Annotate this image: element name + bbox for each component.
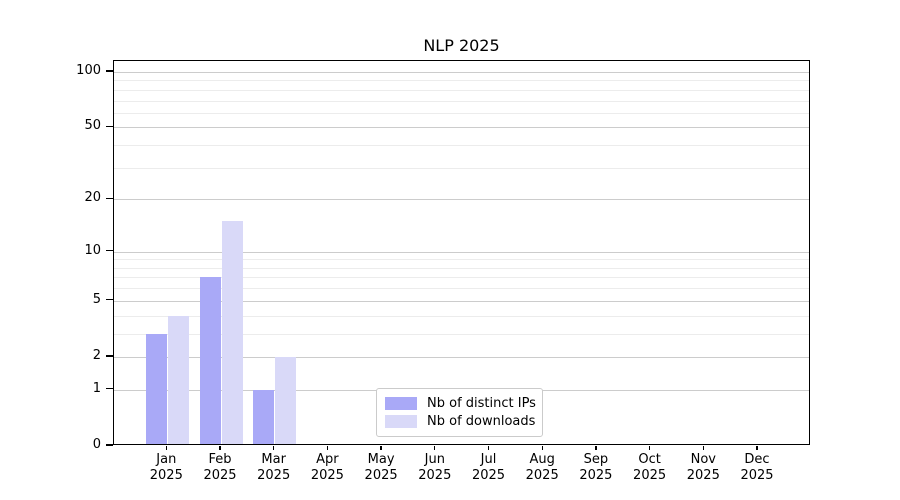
x-tick-mark-sep — [595, 445, 597, 450]
legend-swatch-downloads — [385, 415, 417, 429]
y-tick-mark-1 — [106, 388, 113, 390]
bar-nb-of-distinct-ips-mar — [253, 389, 275, 444]
legend-item: Nb of distinct IPs — [385, 394, 536, 413]
legend-label: Nb of distinct IPs — [427, 395, 536, 411]
x-tick-mark-oct — [648, 445, 651, 450]
y-tick-label-20: 20 — [84, 190, 101, 206]
y-tick-label-100: 100 — [76, 62, 101, 78]
y-gridline-minor-80 — [114, 89, 809, 91]
y-gridline-minor-70 — [114, 100, 809, 102]
y-gridline-50 — [114, 127, 809, 129]
y-tick-label-2: 2 — [92, 347, 101, 363]
x-tick-label-dec: Dec 2025 — [740, 452, 774, 483]
y-tick-mark-50 — [106, 125, 113, 127]
y-tick-label-0: 0 — [92, 437, 101, 452]
x-tick-mark-feb — [219, 445, 221, 450]
y-gridline-10 — [114, 251, 809, 253]
y-gridline-minor-6 — [114, 288, 809, 290]
y-tick-label-1: 1 — [92, 380, 101, 396]
y-tick-mark-100 — [106, 70, 113, 72]
y-gridline-5 — [114, 300, 809, 302]
x-tick-mark-dec — [756, 445, 758, 450]
y-gridline-minor-60 — [114, 112, 809, 114]
y-tick-mark-10 — [106, 249, 113, 252]
x-tick-mark-jul — [487, 445, 490, 450]
plot-area — [113, 60, 810, 445]
y-gridline-minor-7 — [114, 277, 809, 279]
y-tick-label-50: 50 — [84, 118, 101, 134]
bar-nb-of-downloads-jan — [167, 315, 189, 444]
legend: Nb of distinct IPs Nb of downloads — [376, 388, 543, 437]
x-tick-label-sep: Sep 2025 — [579, 452, 613, 483]
x-tick-mark-jun — [434, 445, 436, 450]
y-gridline-minor-40 — [114, 145, 809, 146]
y-tick-label-5: 5 — [92, 291, 101, 307]
y-gridline-minor-90 — [114, 80, 809, 82]
x-tick-label-apr: Apr 2025 — [310, 452, 344, 483]
y-gridline-minor-3 — [114, 333, 809, 335]
x-tick-mark-jan — [165, 445, 167, 450]
chart-title: NLP 2025 — [423, 36, 500, 55]
x-tick-label-jul: Jul 2025 — [471, 452, 506, 483]
x-tick-label-aug: Aug 2025 — [525, 452, 559, 483]
y-gridline-minor-8 — [114, 267, 809, 269]
bar-nb-of-distinct-ips-feb — [199, 277, 221, 444]
x-tick-label-jun: Jun 2025 — [418, 452, 452, 483]
y-gridline-100 — [114, 71, 809, 73]
y-tick-mark-2 — [106, 355, 113, 357]
y-gridline-minor-30 — [114, 167, 809, 169]
bar-nb-of-downloads-feb — [221, 221, 243, 444]
legend-label: Nb of downloads — [427, 414, 536, 430]
x-tick-mark-may — [380, 445, 382, 450]
y-gridline-minor-9 — [114, 259, 809, 261]
x-tick-mark-nov — [702, 445, 704, 450]
y-gridline-minor-4 — [114, 315, 809, 317]
bar-nb-of-distinct-ips-jan — [145, 333, 167, 444]
y-gridline-2 — [114, 356, 809, 358]
x-tick-mark-aug — [541, 445, 543, 450]
x-tick-label-nov: Nov 2025 — [686, 452, 720, 483]
x-tick-label-oct: Oct 2025 — [633, 452, 667, 483]
y-tick-mark-0 — [106, 444, 113, 446]
x-tick-label-may: May 2025 — [364, 452, 398, 483]
x-tick-label-mar: Mar 2025 — [257, 452, 291, 483]
y-gridline-20 — [114, 199, 809, 201]
legend-swatch-distinct-ips — [385, 396, 417, 410]
bar-nb-of-downloads-mar — [275, 356, 297, 444]
x-tick-mark-mar — [273, 445, 275, 450]
x-tick-label-jan: Jan 2025 — [149, 452, 183, 483]
x-tick-mark-apr — [326, 445, 329, 450]
y-tick-label-10: 10 — [84, 242, 101, 258]
y-tick-mark-20 — [106, 197, 113, 199]
x-tick-label-feb: Feb 2025 — [203, 452, 237, 483]
legend-item: Nb of downloads — [385, 413, 536, 432]
y-tick-mark-5 — [106, 299, 113, 301]
